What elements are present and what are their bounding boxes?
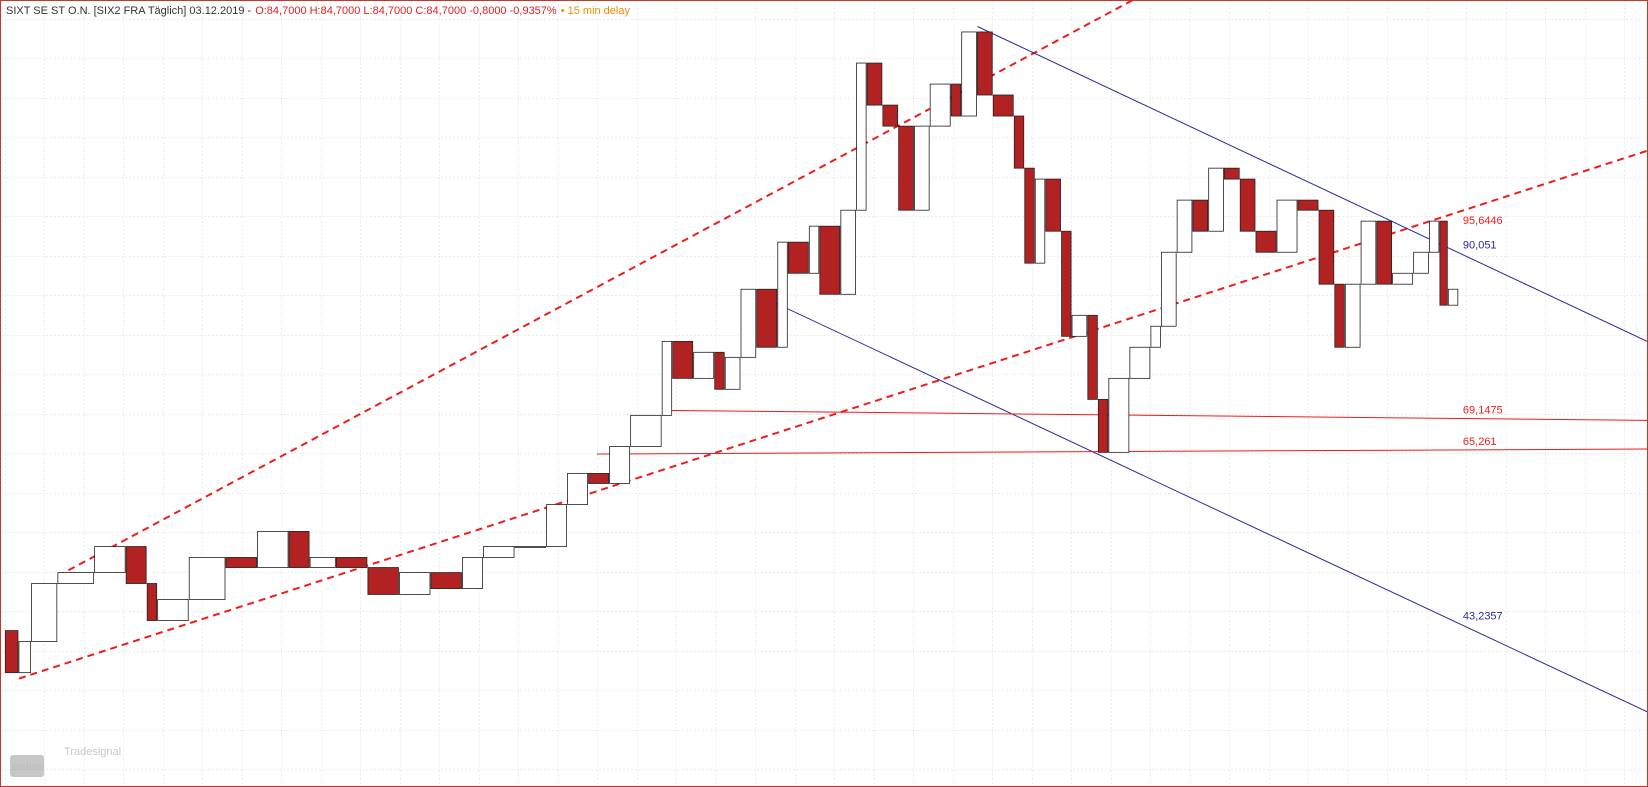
candle-down (1061, 230, 1072, 337)
candle-up (609, 446, 631, 484)
candle-down (1192, 199, 1209, 232)
candle-up (1034, 178, 1046, 264)
line-label: 43,2357 (1463, 610, 1503, 622)
candle-up (1129, 346, 1151, 379)
candle-down (335, 557, 368, 568)
line-label: 90,051 (1463, 240, 1497, 252)
candle-up (840, 209, 857, 295)
candle-up (1428, 220, 1440, 253)
candle-down (430, 572, 462, 589)
candle-up (914, 125, 930, 211)
candle-up (929, 83, 951, 127)
candle-down (4, 630, 19, 674)
candle-down (1097, 398, 1109, 453)
candle-up (483, 546, 515, 558)
candle-down (714, 351, 725, 390)
candle-down (225, 557, 257, 568)
candle-up (777, 241, 788, 348)
candle-up (567, 472, 589, 505)
candle-down (992, 94, 1014, 117)
candle-down (1087, 314, 1098, 400)
candle-up (1108, 377, 1130, 453)
candle-up (740, 288, 757, 358)
candle-down (1439, 220, 1448, 306)
candle-up (257, 530, 289, 568)
candle-up (630, 414, 662, 447)
candle-up (94, 546, 126, 573)
candle-down (146, 583, 158, 621)
candle-down (898, 125, 914, 211)
line-label: 69,1475 (1463, 404, 1503, 416)
candle-up (157, 599, 189, 621)
candle-down (1297, 199, 1319, 211)
candle-up (1208, 167, 1224, 232)
candle-down (1024, 167, 1035, 264)
candle-down (787, 241, 809, 274)
logo-brand: Tradesignal (64, 746, 121, 758)
candle-up (546, 504, 567, 547)
trendline (662, 409, 1647, 421)
candle-up (57, 572, 95, 584)
candle-up (856, 62, 867, 211)
candle-down (819, 225, 841, 295)
candle-up (18, 641, 31, 674)
candle-down (1318, 209, 1335, 285)
candles (4, 31, 1459, 674)
candle-up (1413, 251, 1429, 274)
line-label: 65,261 (1463, 436, 1497, 448)
candle-down (125, 546, 147, 584)
line-label: 95,6446 (1463, 215, 1503, 227)
candle-up (462, 557, 483, 589)
candle-up (31, 583, 58, 642)
candle-down (1376, 220, 1393, 285)
candle-up (724, 356, 741, 390)
candle-down (950, 83, 962, 117)
candle-up (309, 557, 336, 568)
candle-down (1255, 230, 1277, 253)
candle-down (367, 567, 399, 595)
header-part: O:84,7000 H:84,7000 L:84,7000 C:84,7000 … (255, 5, 557, 17)
candle-up (514, 546, 546, 548)
watermark: Tradesignal online (10, 746, 121, 777)
candle-down (672, 340, 694, 379)
candle-down (1013, 115, 1025, 169)
header: SIXT SE ST O.N. [SIX2 FRA Täglich] 03.12… (6, 5, 630, 17)
header-part: • 15 min delay (561, 5, 631, 17)
logo-name: online (12, 761, 44, 773)
candle-up (1392, 272, 1414, 285)
logo-box (10, 755, 44, 777)
candle-down (1224, 167, 1240, 180)
candle-up (693, 351, 715, 379)
candle-down (588, 472, 610, 484)
candle-down (866, 62, 883, 106)
candle-up (961, 31, 977, 117)
candle-up (1150, 325, 1161, 348)
trendline (977, 26, 1647, 342)
candle-up (808, 225, 820, 274)
candle-up (1344, 283, 1361, 348)
candle-down (977, 31, 993, 96)
line-labels: 95,6446 90,051 43,2357 69,1475 65,261 (1463, 215, 1503, 622)
candle-up (1160, 251, 1177, 327)
candle-down (1239, 178, 1256, 232)
candle-up (1360, 220, 1377, 285)
candle-down (1045, 178, 1061, 232)
candle-down (1334, 283, 1345, 348)
candle-down (882, 104, 899, 127)
candle-up (188, 557, 226, 600)
candle-down (756, 288, 778, 348)
candle-up (1071, 314, 1088, 337)
candle-up (1176, 199, 1193, 253)
trendline (18, 149, 1647, 680)
candle-down (288, 530, 310, 568)
candle-up (399, 572, 431, 595)
header-part: SIXT SE ST O.N. [SIX2 FRA Täglich] 03.12… (6, 5, 252, 17)
candle-up (1447, 288, 1459, 306)
candle-up (661, 340, 673, 416)
candle-up (1276, 199, 1298, 253)
trendline (756, 293, 1647, 713)
